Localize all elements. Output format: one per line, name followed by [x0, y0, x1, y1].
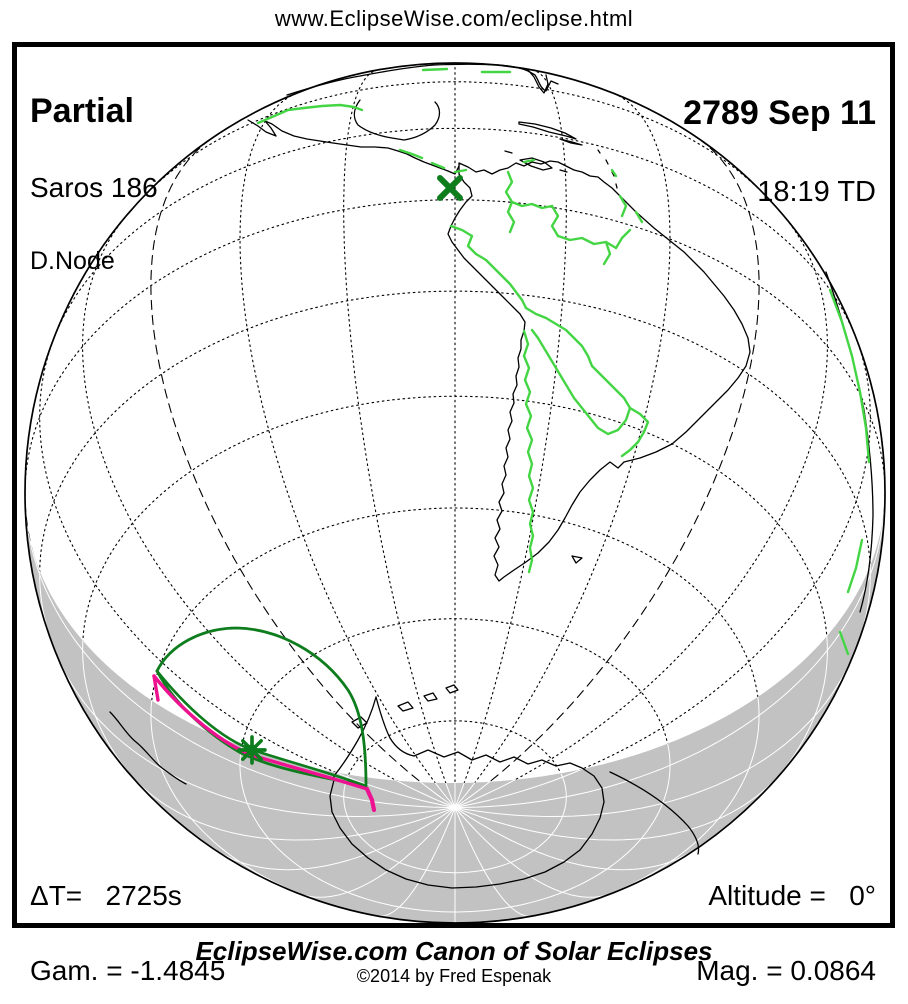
delta-t-value: ΔT= 2725s: [30, 880, 182, 911]
site-url-text: www.EclipseWise.com/eclipse.html: [274, 6, 634, 31]
globe-disk: [25, 63, 885, 923]
sun-zenith-marker: [437, 175, 463, 201]
eclipse-type-label: Partial: [30, 92, 134, 130]
eclipse-type-block: Partial Saros 186 D.Node: [30, 54, 158, 314]
magnitude-value: Mag. = 0.0864: [696, 955, 876, 986]
altitude-value: Altitude = 0°: [708, 880, 876, 911]
coastlines: [109, 63, 874, 889]
eclipse-date-block: 2789 Sep 11 18:19 TD: [683, 56, 876, 250]
eclipse-date: 2789 Sep 11: [683, 94, 876, 132]
earth-limb-circle: [24, 62, 886, 924]
eclipse-time: 18:19 TD: [757, 176, 876, 208]
copyright-text: ©2014 by Fred Espenak: [356, 966, 552, 986]
gamma-value: Gam. = -1.4845: [30, 955, 226, 986]
saros-label: Saros 186: [30, 172, 158, 203]
country-borders: [256, 67, 871, 656]
globe-limb: [24, 62, 886, 924]
altitude-magnitude-block: Altitude = 0° Mag. = 0.0864: [696, 840, 876, 1004]
node-label: D.Node: [30, 247, 115, 275]
greatest-eclipse-marker: [237, 735, 267, 765]
delta-t-gamma-block: ΔT= 2725s Gam. = -1.4845: [30, 840, 225, 1004]
greatest-eclipse-point: [246, 744, 258, 756]
canon-title: EclipseWise.com Canon of Solar Eclipses: [195, 936, 713, 966]
globe-ocean: [25, 63, 885, 923]
map-frame: [12, 42, 895, 928]
night-shading: [25, 490, 886, 923]
